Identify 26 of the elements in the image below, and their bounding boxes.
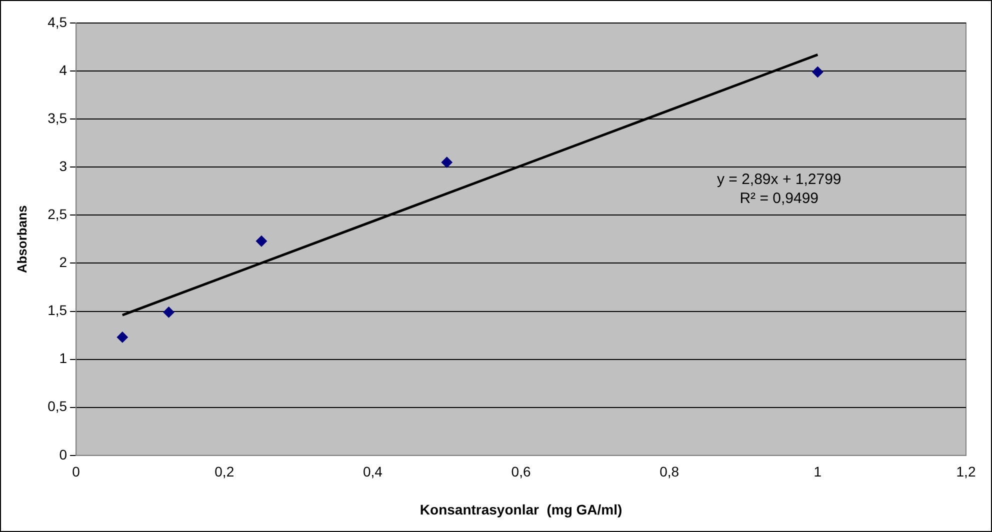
point [812, 66, 824, 78]
y-tick-label: 4 [59, 62, 68, 78]
y-tick-label: 2 [59, 254, 68, 270]
annotation: R² = 0,9499 [740, 190, 819, 208]
point [163, 306, 174, 318]
y-tick-label: 1 [59, 350, 68, 366]
x-tick-label: 0,8 [660, 464, 680, 480]
y-tick-label: 3 [59, 158, 68, 174]
x-tick-label: 0,4 [362, 464, 383, 480]
y-axis-title: Absorbans [14, 205, 30, 274]
annotation: y = 2,89x + 1,2799 [716, 171, 842, 188]
point [441, 156, 452, 168]
x-tick-label: 1,2 [956, 464, 976, 480]
y-tick-label: 0 [59, 446, 68, 462]
y-tick-label: 2,5 [48, 206, 68, 222]
x-tick-label: 0,2 [214, 464, 234, 480]
point [116, 332, 128, 343]
y-tick-label: 4,5 [48, 14, 68, 30]
x-tick-label: 0 [72, 464, 80, 480]
x-tick-label: 0,6 [511, 464, 531, 480]
point [256, 236, 267, 247]
y-tick-label: 1,5 [48, 302, 68, 318]
y-tick-label: 3,5 [48, 110, 68, 126]
y-tick-label: 0,5 [48, 398, 68, 414]
x-axis-title: Konsantrasyonlar (mg GA/ml) [420, 501, 622, 518]
x-tick-label: 1 [814, 464, 822, 480]
